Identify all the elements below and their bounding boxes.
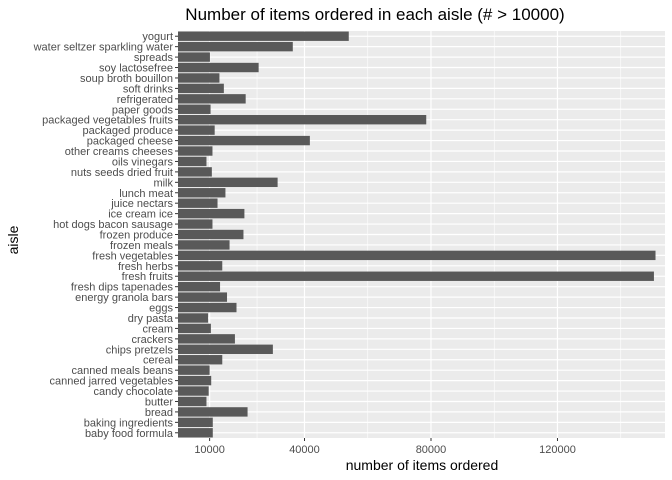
bar-juice-nectars <box>178 198 218 208</box>
y-tick-label: baby food formula <box>85 428 174 440</box>
bar-energy-granola-bars <box>178 292 228 302</box>
bar-bread <box>178 407 248 417</box>
y-tick-label: packaged vegetables fruits <box>42 115 173 127</box>
bar-canned-meals-beans <box>178 365 210 375</box>
y-tick-label: refrigerated <box>117 94 173 106</box>
bar-other-creams-cheeses <box>178 146 213 156</box>
y-tick-label: paper goods <box>112 104 174 116</box>
bar-packaged-produce <box>178 125 215 135</box>
bar-lunch-meat <box>178 188 226 198</box>
bar-cereal <box>178 355 223 365</box>
bar-milk <box>178 177 278 188</box>
x-tick-label: 10000 <box>194 444 225 456</box>
x-tick-label: 120000 <box>539 444 576 456</box>
bar-fresh-herbs <box>178 261 223 271</box>
bar-fresh-vegetables <box>178 250 656 261</box>
y-tick-label: chips pretzels <box>106 344 174 356</box>
bar-soft-drinks <box>178 83 224 94</box>
y-tick-label: packaged produce <box>82 125 173 137</box>
y-tick-label: ice cream ice <box>108 209 173 221</box>
bar-frozen-produce <box>178 229 244 240</box>
y-tick-label: frozen produce <box>100 230 173 242</box>
bar-ice-cream-ice <box>178 208 245 219</box>
bar-crackers <box>178 334 235 344</box>
bar-frozen-meals <box>178 240 230 250</box>
y-tick-label: other creams cheeses <box>65 146 174 158</box>
bar-canned-jarred-vegetables <box>178 375 212 386</box>
bar-spreads <box>178 52 210 62</box>
y-axis-title: aisle <box>5 225 21 254</box>
y-tick-label: water seltzer sparkling water <box>33 42 174 54</box>
y-tick-label: fresh vegetables <box>92 250 173 262</box>
bar-oils-vinegars <box>178 156 207 167</box>
bar-soy-lactosefree <box>178 62 259 73</box>
bar-butter <box>178 396 207 407</box>
bar-packaged-vegetables-fruits <box>178 115 427 125</box>
x-axis-title: number of items ordered <box>346 457 499 473</box>
y-tick-label: butter <box>145 396 173 408</box>
y-tick-label: fresh herbs <box>118 261 174 273</box>
bar-eggs <box>178 302 237 313</box>
y-tick-label: canned jarred vegetables <box>49 376 173 388</box>
bar-dry-pasta <box>178 313 209 323</box>
bar-soup-broth-bouillon <box>178 73 220 83</box>
bar-refrigerated <box>178 94 246 104</box>
y-tick-label: fresh fruits <box>122 271 174 283</box>
bar-cream <box>178 323 211 334</box>
y-tick-label: eggs <box>149 303 173 315</box>
y-tick-label: dry pasta <box>128 313 174 325</box>
y-tick-label: milk <box>153 177 173 189</box>
bar-candy-chocolate <box>178 386 209 396</box>
y-tick-label: packaged cheese <box>87 136 173 148</box>
bars <box>178 31 656 438</box>
bar-chips-pretzels <box>178 344 273 354</box>
y-tick-label: fresh dips tapenades <box>71 282 174 294</box>
bar-fresh-dips-tapenades <box>178 281 221 292</box>
y-tick-label: nuts seeds dried fruit <box>71 167 173 179</box>
y-tick-label: baking ingredients <box>84 417 174 429</box>
bar-water-seltzer-sparkling-water <box>178 41 293 52</box>
y-tick-label: bread <box>145 407 173 419</box>
y-tick-label: canned meals beans <box>71 365 173 377</box>
bar-fresh-fruits <box>178 271 654 281</box>
y-tick-label: energy granola bars <box>75 292 173 304</box>
bar-packaged-cheese <box>178 135 310 146</box>
bar-nuts-seeds-dried-fruit <box>178 167 212 177</box>
chart-title: Number of items ordered in each aisle (#… <box>185 5 564 24</box>
x-tick-label: 80000 <box>416 444 447 456</box>
bar-baby-food-formula <box>178 428 213 438</box>
bar-paper-goods <box>178 104 211 114</box>
bar-baking-ingredients <box>178 417 213 428</box>
y-tick-label: spreads <box>134 52 174 64</box>
y-tick-label: hot dogs bacon sausage <box>53 219 173 231</box>
y-tick-label: oils vinegars <box>112 156 174 168</box>
bar-hot-dogs-bacon-sausage <box>178 219 213 229</box>
x-tick-labels: 10000 40000 80000 120000 <box>194 438 576 456</box>
y-tick-label: lunch meat <box>119 188 173 200</box>
y-tick-label: frozen meals <box>110 240 173 252</box>
y-tick-label: soft drinks <box>123 83 174 95</box>
bar-yogurt <box>178 31 349 41</box>
y-tick-label: juice nectars <box>110 198 173 210</box>
y-tick-label: yogurt <box>142 31 173 43</box>
x-tick-label: 40000 <box>289 444 320 456</box>
grid-lines <box>178 31 665 438</box>
y-tick-label: cereal <box>143 355 173 367</box>
y-tick-label: soup broth bouillon <box>80 73 173 85</box>
y-tick-label: soy lactosefree <box>99 63 173 75</box>
y-tick-label: crackers <box>131 334 173 346</box>
y-tick-label: candy chocolate <box>94 386 174 398</box>
y-tick-label: cream <box>142 323 173 335</box>
